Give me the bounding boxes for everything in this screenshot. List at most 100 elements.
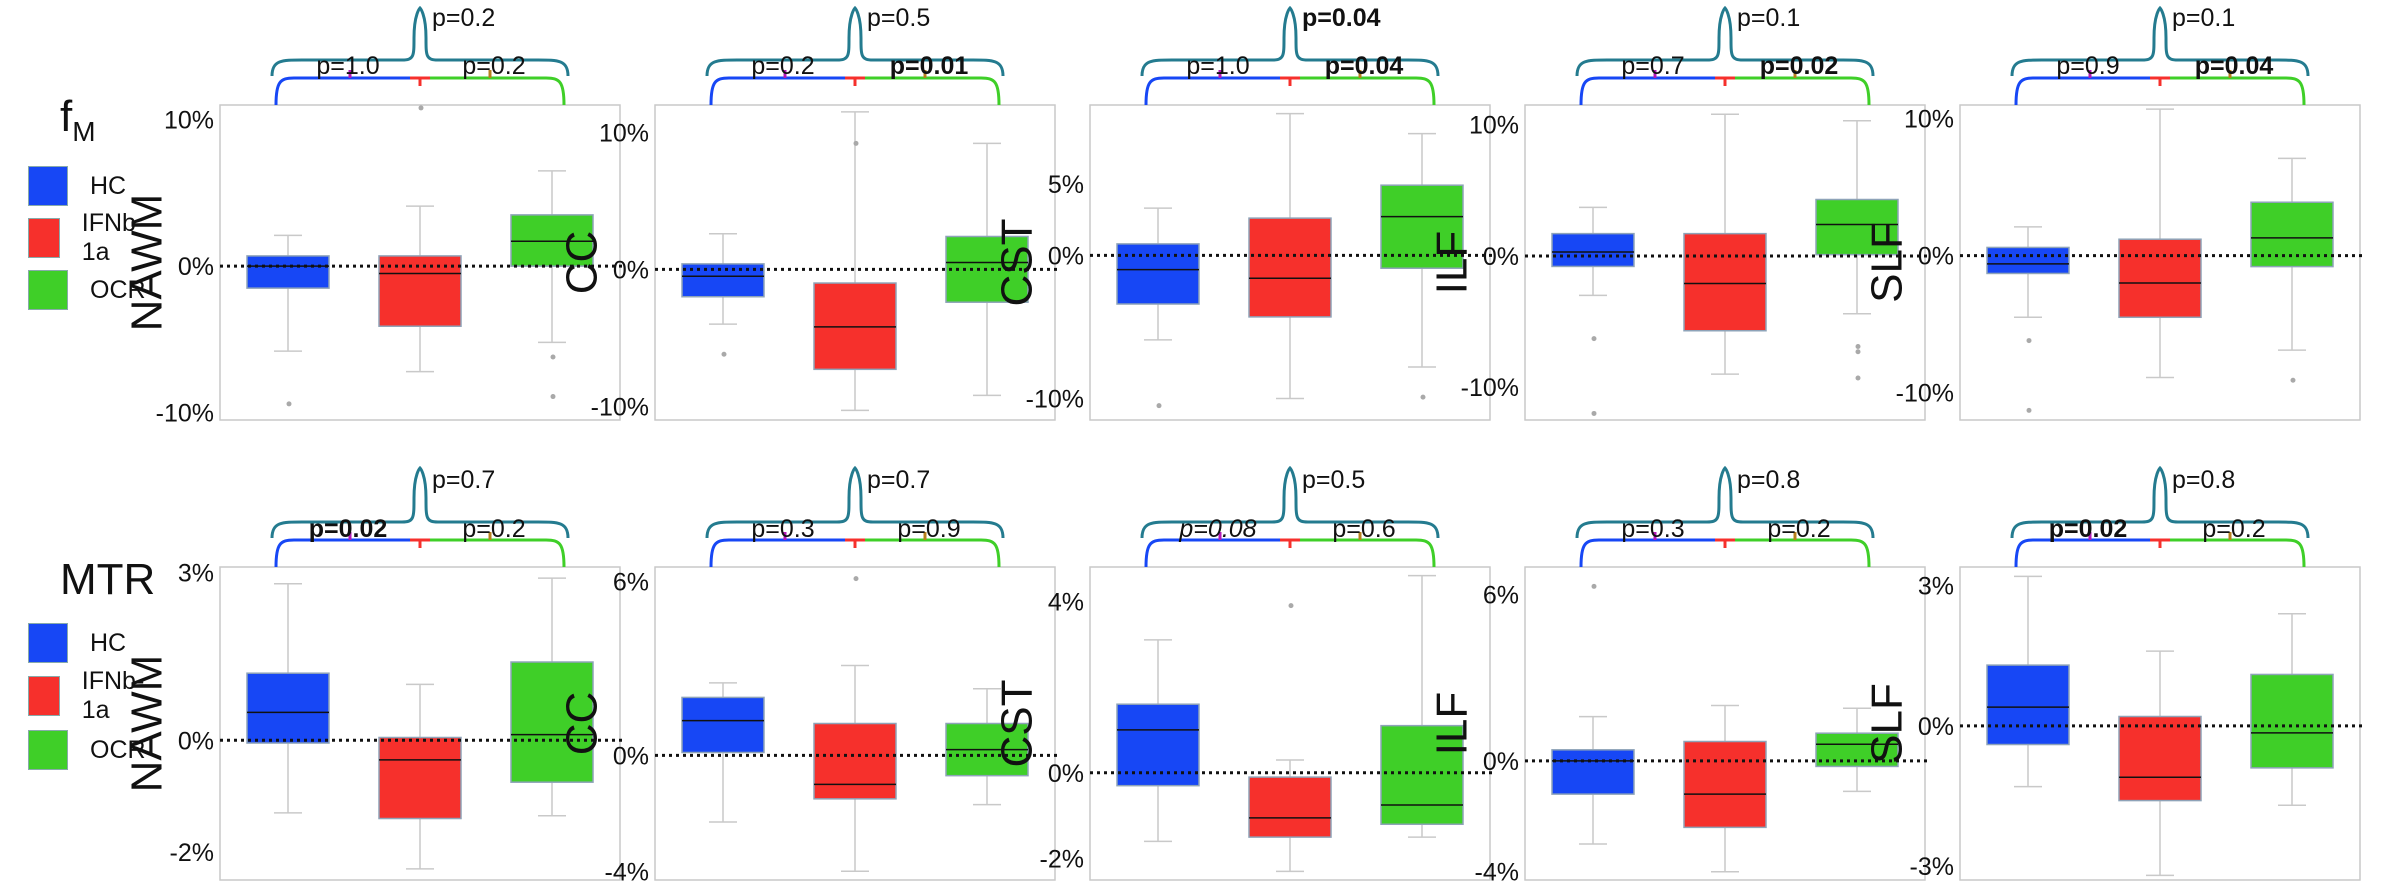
box-iqr (1248, 217, 1332, 318)
y-tick-label: 0% (1918, 243, 1954, 271)
p-value-ifnb-vs-ocr: p=0.04 (1325, 52, 1404, 80)
p-value-hc-vs-ocr: p=0.1 (1737, 4, 1800, 32)
bracket-outer-brace (270, 5, 570, 77)
bracket-middle-segment (2150, 538, 2170, 548)
bracket-middle-segment (1715, 76, 1735, 86)
boxplot-mtr-cc: 6% 0% -4% CC p=0.3 p=0.9 p=0.7 (558, 465, 1059, 886)
bracket-right-segment (430, 538, 566, 568)
legend-swatch-hc (28, 166, 68, 206)
plot-frame (1089, 104, 1491, 421)
box-ifnb-1a (378, 105, 462, 373)
y-tick-label: 0% (178, 727, 214, 755)
p-value-hc-vs-ocr: p=0.7 (867, 466, 930, 494)
bracket-outer-brace (1575, 5, 1875, 77)
p-value-hc-vs-ifnb: p=0.02 (309, 515, 388, 543)
box-hc (246, 583, 330, 814)
y-tick-label: 6% (1483, 582, 1519, 610)
y-tick-label: 0% (1048, 242, 1084, 270)
y-tick-label: 0% (1483, 748, 1519, 776)
outlier-point (286, 401, 292, 407)
legend-item-hc: HC (28, 623, 126, 663)
legend-label: OCR (90, 735, 146, 764)
outlier-point (1855, 344, 1861, 349)
bracket-right-segment (430, 76, 566, 106)
bracket-middle-segment (410, 538, 430, 548)
box-ocr (945, 687, 1029, 806)
outlier-point (550, 394, 556, 400)
bracket-left-segment (274, 76, 410, 106)
y-tick-label: -4% (1475, 859, 1519, 887)
legend-swatch-ocr (28, 730, 68, 770)
box-iqr (378, 736, 462, 820)
bracket-left-segment (709, 538, 845, 568)
plot-frame (219, 566, 621, 881)
p-value-hc-vs-ocr: p=0.04 (1302, 4, 1381, 32)
y-tick-label: 4% (1048, 588, 1084, 616)
box-hc (1116, 207, 1200, 409)
box-iqr (1380, 724, 1464, 826)
p-value-hc-vs-ifnb: p=1.0 (1186, 52, 1249, 80)
plot-frame (1524, 566, 1926, 881)
bracket-right-segment (1735, 76, 1871, 106)
box-ifnb-1a (2118, 108, 2202, 379)
boxplot-fm-nawm: 10% 0% -10% NAWM p=1.0 p=0.2 p=0.2 (123, 4, 624, 428)
p-value-hc-vs-ifnb: p=0.02 (2049, 515, 2128, 543)
outlier-point (2026, 407, 2032, 413)
y-tick-label: -10% (1461, 374, 1519, 402)
p-value-hc-vs-ifnb: p=0.3 (1621, 515, 1684, 543)
bracket-left-segment (1144, 538, 1280, 568)
bracket-right-segment (865, 538, 1001, 568)
bracket-outer-brace (1575, 465, 1875, 539)
p-value-ifnb-vs-ocr: p=0.04 (2195, 52, 2274, 80)
legend-item-hc: HC (28, 166, 126, 206)
y-tick-label: 6% (613, 568, 649, 596)
bracket-outer-brace (705, 465, 1005, 539)
p-value-ifnb-vs-ocr: p=0.01 (890, 52, 969, 80)
box-ocr (510, 170, 594, 400)
outlier-point (1420, 394, 1426, 400)
box-iqr (378, 255, 462, 327)
y-tick-label: 3% (1918, 573, 1954, 601)
y-tick-label: 0% (613, 256, 649, 284)
bracket-left-segment (1579, 76, 1715, 106)
box-iqr (1551, 749, 1635, 795)
y-tick-label: 0% (1483, 243, 1519, 271)
outlier-point (1156, 403, 1162, 409)
bracket-left-segment (274, 538, 410, 568)
p-value-ifnb-vs-ocr: p=0.2 (462, 52, 525, 80)
box-hc (681, 682, 765, 823)
p-value-ifnb-vs-ocr: p=0.2 (1767, 515, 1830, 543)
boxplot-mtr-ilf: 6% 0% -4% ILF p=0.3 p=0.2 p=0.8 (1428, 465, 1929, 887)
box-iqr (1986, 664, 2070, 746)
y-tick-label: 10% (1469, 112, 1519, 140)
outlier-point (1855, 349, 1861, 355)
bracket-middle-segment (845, 76, 865, 86)
outlier-point (1591, 583, 1597, 589)
outlier-point (1288, 603, 1294, 609)
p-value-ifnb-vs-ocr: p=0.9 (897, 515, 960, 543)
y-tick-label: 0% (613, 742, 649, 770)
p-value-ifnb-vs-ocr: p=0.6 (1332, 515, 1395, 543)
outlier-point (1591, 410, 1597, 416)
y-tick-label: -2% (1040, 846, 1084, 874)
bracket-middle-segment (1715, 538, 1735, 548)
bracket-left-segment (2014, 538, 2150, 568)
legend-label: IFNb-1a (81, 667, 145, 724)
box-iqr (2118, 238, 2202, 319)
legend-swatch-ifnb (28, 676, 60, 716)
region-axis-label: ILF (1428, 231, 1477, 295)
box-iqr (813, 722, 897, 800)
y-tick-label: -10% (1026, 386, 1084, 414)
outlier-point (721, 351, 727, 357)
bracket-outer-brace (705, 5, 1005, 77)
legend-item-ocr: OCR (28, 270, 146, 310)
region-axis-label: NAWM (123, 655, 172, 793)
box-hc (1551, 583, 1635, 845)
legend-item-ocr: OCR (28, 730, 146, 770)
plot-frame (219, 104, 621, 421)
legend-label: HC (90, 171, 127, 200)
bracket-outer-brace (2010, 465, 2310, 539)
p-value-hc-vs-ocr: p=0.5 (867, 4, 930, 32)
bracket-right-segment (1300, 538, 1436, 568)
